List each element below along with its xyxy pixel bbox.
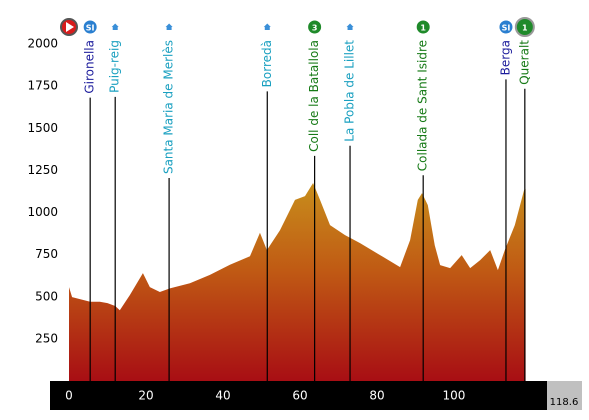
y-tick-label: 1250 <box>27 163 58 177</box>
house-icon <box>346 23 354 30</box>
y-tick-label: 750 <box>35 247 58 261</box>
waypoint-label: Borredà <box>260 40 274 87</box>
start-arrow <box>66 22 74 32</box>
house-icon <box>165 23 173 30</box>
y-tick-label: 250 <box>35 331 58 345</box>
house-icon <box>111 23 119 30</box>
y-tick-label: 1000 <box>27 205 58 219</box>
profile-area <box>69 183 526 381</box>
badge-text: 1 <box>420 24 426 33</box>
badge-icon <box>498 19 514 35</box>
waypoint-label: Gironella <box>83 40 97 94</box>
waypoint-label: Puig-reig <box>108 40 122 93</box>
waypoint-label: Berga <box>498 40 512 75</box>
x-tick-label: 60 <box>292 389 307 403</box>
badge-text: 1 <box>522 24 528 33</box>
x-tick-label: 80 <box>369 389 384 403</box>
waypoint-label: Queralt <box>517 40 531 85</box>
badge-icon <box>82 19 98 35</box>
x-tick-label: 20 <box>138 389 153 403</box>
badge-text: SI <box>86 24 95 33</box>
x-tick-label: 0 <box>65 389 73 403</box>
badge-icon <box>514 17 535 37</box>
x-tick-label: 100 <box>443 389 466 403</box>
badge-icon <box>307 19 323 35</box>
y-tick-label: 1500 <box>27 121 58 135</box>
distance-box <box>547 381 582 410</box>
badge-text: SI <box>502 24 511 33</box>
x-tick-label: 40 <box>215 389 230 403</box>
y-tick-label: 500 <box>35 289 58 303</box>
waypoint-label: Santa Maria de Merlès <box>162 40 176 174</box>
x-axis-band <box>50 381 547 410</box>
waypoint-label: Collada de Sant Isidre <box>416 40 430 171</box>
waypoint-label: Coll de la Batallola <box>307 40 321 152</box>
y-tick-label: 2000 <box>27 37 58 51</box>
badge-text: 3 <box>312 24 318 33</box>
y-tick-label: 1750 <box>27 79 58 93</box>
total-distance: 118.6 <box>550 397 579 408</box>
badge-icon <box>415 19 431 35</box>
waypoint-label: La Pobla de Lillet <box>343 40 357 142</box>
house-icon <box>263 23 271 30</box>
